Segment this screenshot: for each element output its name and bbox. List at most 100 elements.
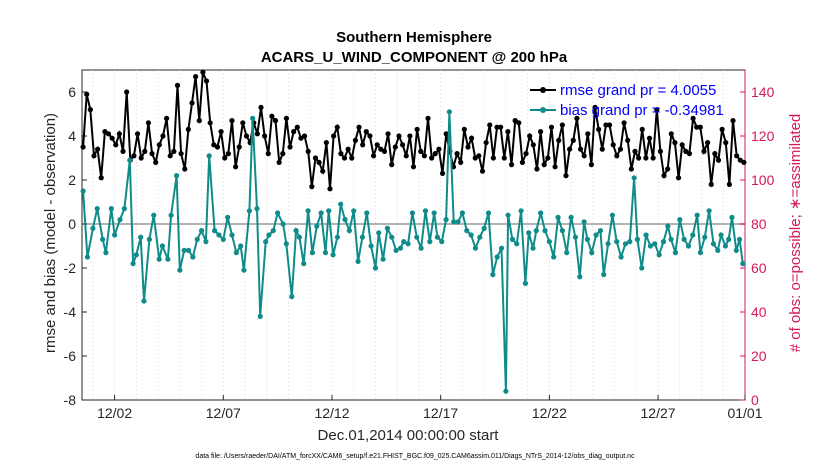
y-tick-label-right: 0: [751, 392, 759, 408]
bias-point: [672, 250, 679, 256]
y-axis-label-right: # of obs: o=possible; ∗=assimilated: [787, 114, 804, 353]
bias-point: [605, 241, 611, 247]
bias-point: [346, 228, 352, 234]
rmse-point: [291, 129, 297, 135]
bias-point: [393, 247, 399, 253]
y-tick-label-left: -2: [64, 260, 77, 276]
bias-point: [572, 234, 579, 240]
bias-point: [359, 234, 366, 240]
bias-point: [156, 256, 162, 262]
bias-point: [198, 228, 205, 234]
rmse-point: [665, 166, 671, 172]
rmse-point: [91, 153, 97, 159]
rmse-point: [331, 133, 337, 139]
rmse-point: [432, 151, 438, 157]
rmse-point: [672, 140, 678, 146]
legend-label-rmse: rmse grand pr = 4.0055: [560, 82, 716, 99]
bias-point: [551, 254, 557, 260]
rmse-point: [109, 135, 115, 141]
bias-point: [631, 175, 637, 181]
legend-label-bias: bias grand pr = -0.34981: [560, 102, 724, 119]
rmse-point: [149, 151, 155, 157]
bias-point: [431, 210, 437, 216]
rmse-point: [708, 181, 714, 187]
y-tick-label-right: 100: [751, 172, 775, 188]
rmse-point: [465, 144, 471, 150]
rmse-point: [661, 173, 667, 179]
bias-point: [498, 245, 505, 251]
bias-point: [694, 212, 700, 218]
rmse-point: [142, 148, 148, 154]
rmse-point: [494, 124, 500, 130]
rmse-point: [530, 142, 536, 148]
bias-point: [568, 214, 574, 220]
bias-point: [459, 210, 466, 216]
chart-title-line2: ACARS_U_WIND_COMPONENT @ 200 hPa: [261, 49, 568, 66]
rmse-point: [185, 126, 191, 132]
rmse-point: [639, 126, 645, 132]
rmse-point: [334, 124, 340, 130]
bias-point: [555, 214, 561, 220]
bias-point: [250, 115, 256, 121]
x-axis-label: Dec.01,2014 00:00:00 start: [318, 427, 500, 444]
rmse-point: [443, 131, 449, 137]
bias-point: [289, 294, 295, 300]
rmse-point: [567, 146, 573, 152]
bias-point: [368, 243, 374, 249]
rmse-point: [167, 153, 173, 159]
rmse-point: [730, 118, 736, 124]
rmse-point: [134, 131, 141, 137]
rmse-point: [145, 120, 152, 126]
y-tick-label-left: -4: [64, 304, 77, 320]
rmse-point: [349, 155, 355, 161]
rmse-point: [675, 175, 682, 181]
rmse-point: [527, 133, 533, 139]
bias-point: [439, 239, 445, 245]
bias-point: [266, 232, 272, 238]
bias-point: [622, 241, 629, 247]
bias-point: [718, 232, 724, 238]
rmse-point: [203, 78, 210, 84]
rmse-point: [396, 133, 402, 139]
bias-point: [229, 232, 235, 238]
rmse-point: [454, 151, 460, 157]
rmse-point: [265, 151, 271, 157]
bias-point: [194, 236, 200, 242]
rmse-point: [156, 142, 162, 148]
bias-point: [522, 280, 529, 286]
rmse-point: [516, 120, 522, 126]
bias-point: [364, 210, 370, 216]
legend-marker-rmse: [540, 87, 546, 93]
rmse-point: [603, 122, 609, 128]
bias-point: [618, 254, 624, 260]
rmse-point: [327, 186, 333, 192]
rmse-point: [599, 146, 605, 152]
rmse-point: [338, 151, 344, 157]
bias-point: [427, 239, 433, 245]
rmse-point: [479, 168, 486, 174]
rmse-point: [160, 133, 166, 139]
rmse-point: [116, 131, 122, 137]
y-tick-label-right: 60: [751, 260, 767, 276]
rmse-point: [614, 153, 620, 159]
rmse-point: [207, 120, 213, 126]
x-tick-label: 12/27: [641, 405, 676, 421]
rmse-point: [400, 142, 406, 148]
bias-point: [121, 206, 127, 212]
bias-point: [305, 208, 311, 214]
bias-point: [376, 230, 382, 236]
rmse-point: [487, 122, 493, 128]
bias-point: [446, 109, 452, 115]
rmse-point: [585, 131, 591, 137]
bias-point: [733, 247, 739, 253]
rmse-point: [643, 155, 649, 161]
bias-point: [301, 261, 307, 267]
rmse-point: [439, 170, 446, 176]
y-tick-label-left: 4: [68, 128, 76, 144]
bias-point: [338, 201, 344, 207]
rmse-point: [574, 115, 580, 121]
y-tick-label-left: 6: [68, 84, 76, 100]
bias-point: [505, 212, 511, 218]
rmse-point: [113, 142, 119, 148]
